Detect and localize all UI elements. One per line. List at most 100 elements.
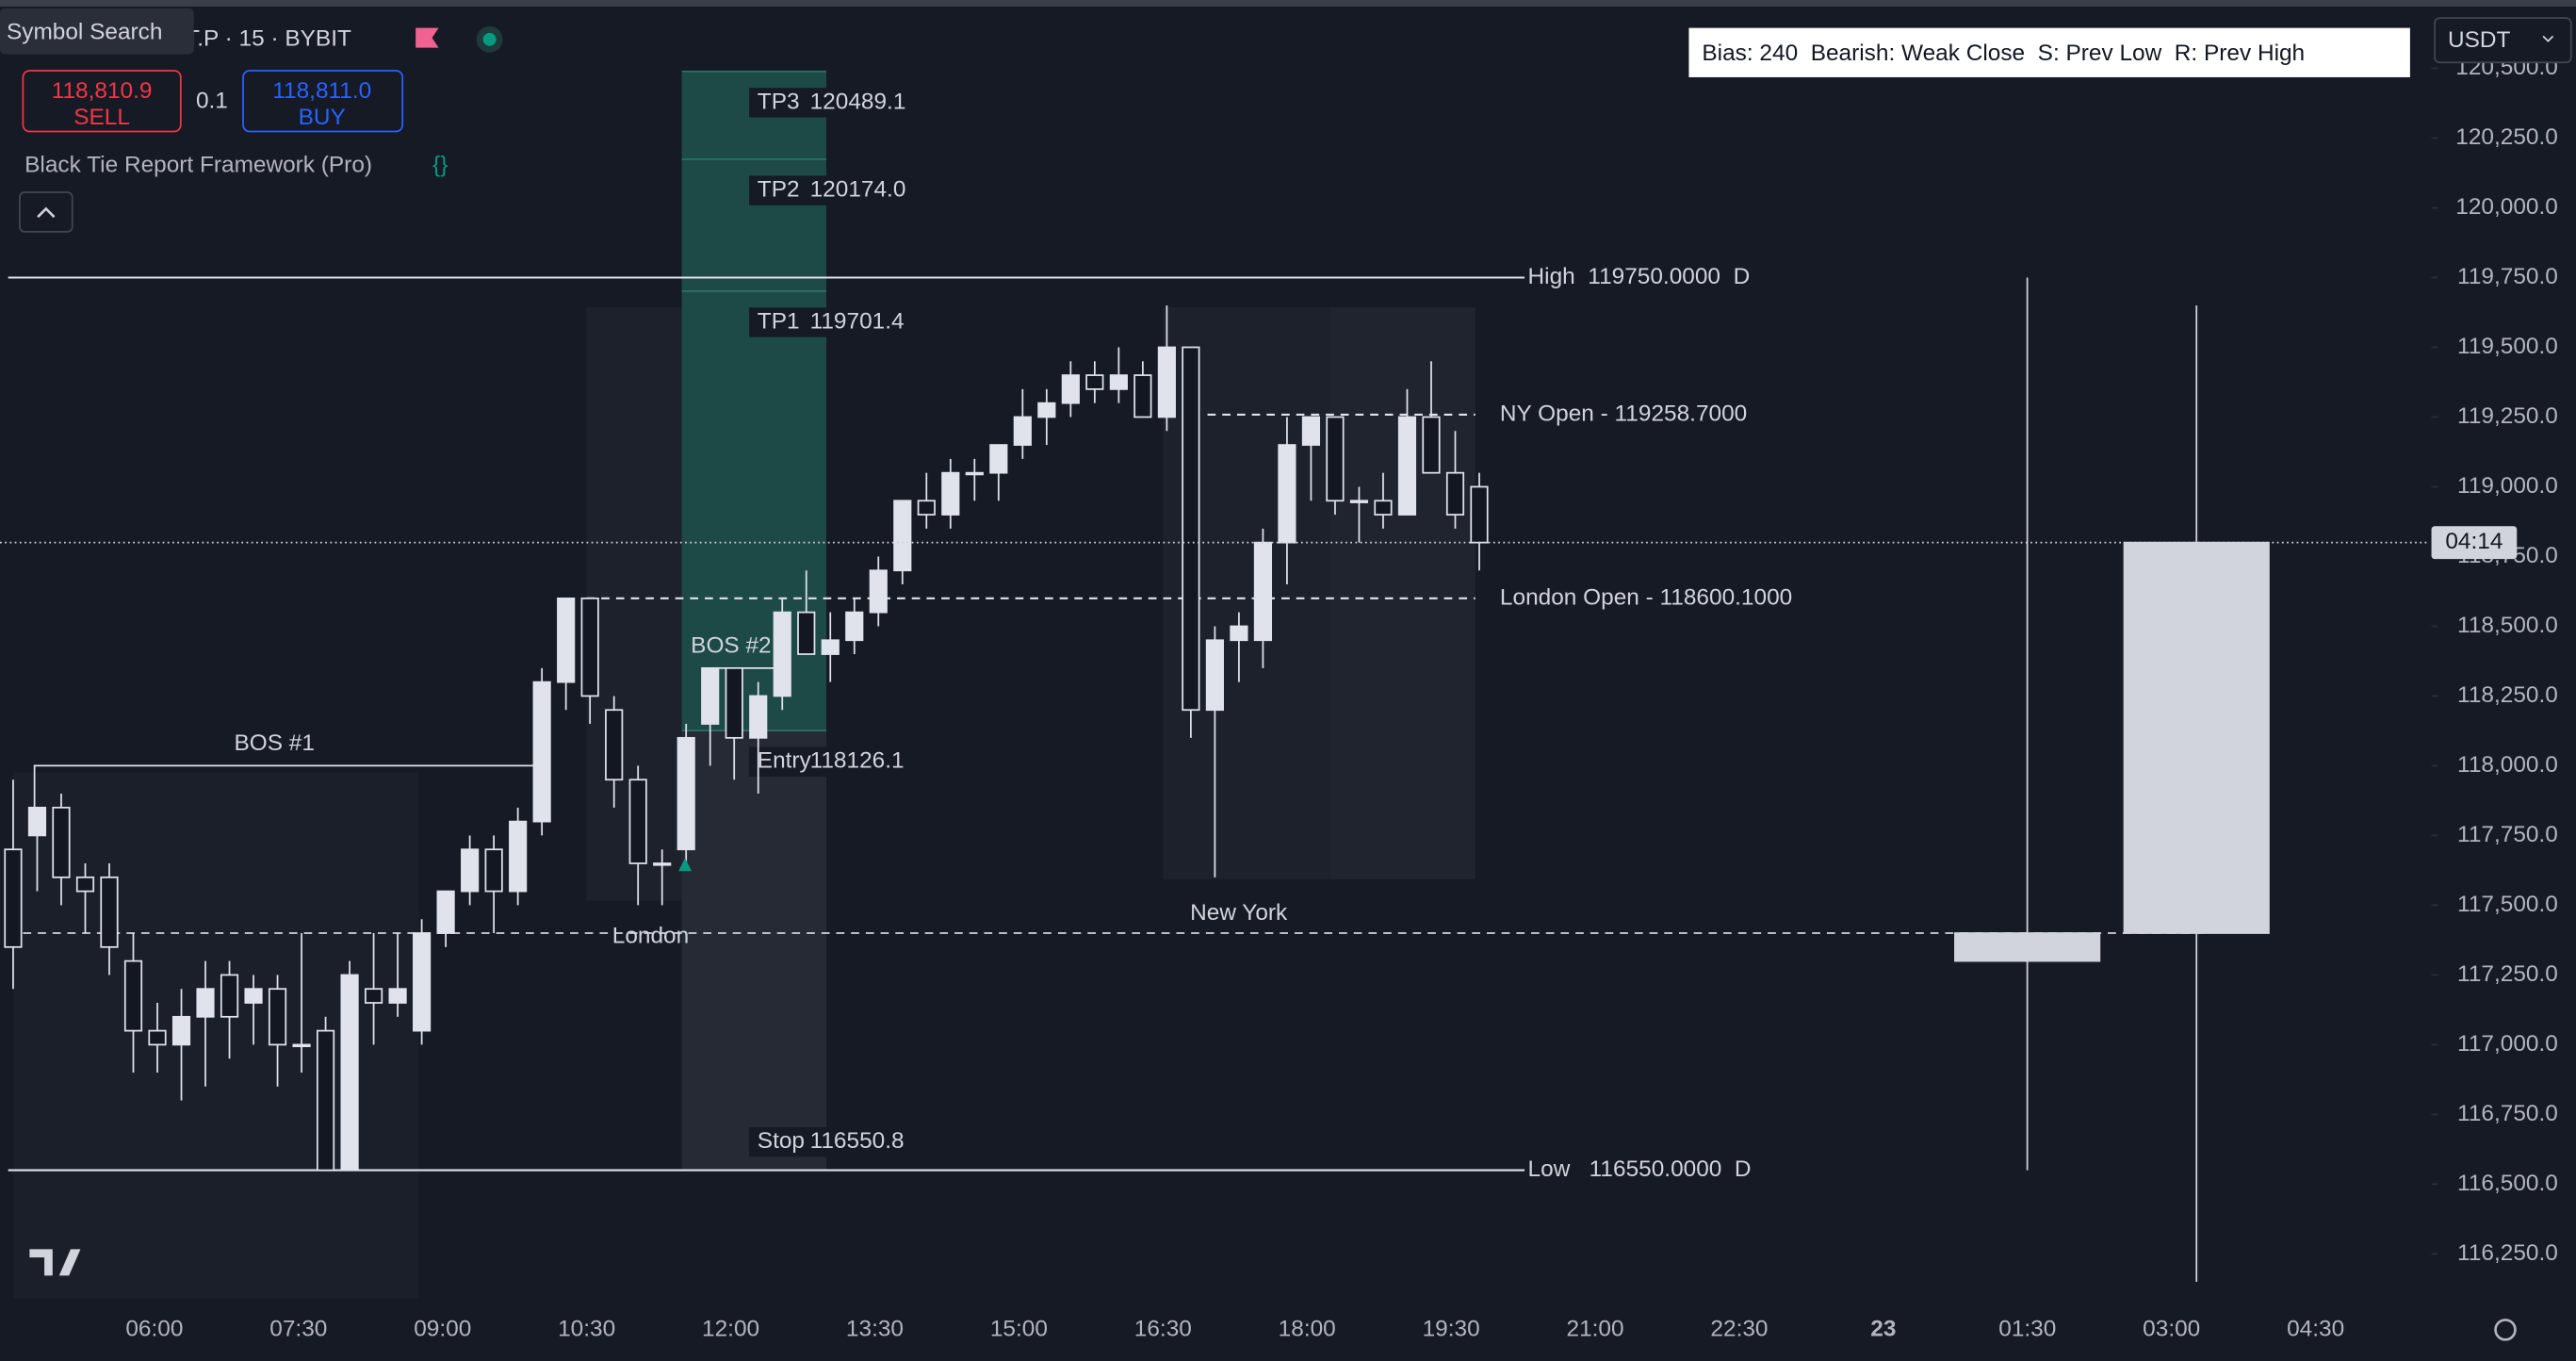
candle-body (1157, 346, 1176, 418)
status-dot (482, 32, 497, 46)
trade-value: 120174.0 (810, 177, 906, 203)
session-box (1330, 307, 1475, 880)
candle-body (1422, 416, 1441, 474)
logo[interactable] (29, 1249, 81, 1276)
level-label: Low 116550.0000 D (1528, 1156, 1752, 1182)
collapse-button[interactable] (19, 191, 73, 233)
candle-body (461, 848, 480, 893)
candle-body (509, 820, 528, 893)
top-border (0, 0, 2576, 7)
candle-body (1397, 416, 1417, 516)
candle-body (1470, 485, 1489, 544)
level-label: London Open - 118600.1000 (1500, 584, 1792, 610)
trade-value: 118126.1 (810, 748, 905, 774)
sell-price: 118,810.9 (52, 78, 153, 104)
x-tick-label: 07:30 (269, 1316, 327, 1341)
y-tick-label: 116,750.0 (2457, 1101, 2558, 1126)
candle-body (941, 471, 960, 516)
y-tick-label: 117,250.0 (2457, 961, 2558, 987)
bos-label: BOS #1 (234, 730, 314, 756)
candle-body (1013, 416, 1032, 446)
candle-body (292, 1043, 311, 1048)
tooltip: Symbol Search (7, 19, 162, 44)
x-tick-label: 23 (1870, 1316, 1896, 1341)
candle-body (532, 680, 551, 823)
y-tick-label: 117,000.0 (2457, 1031, 2558, 1057)
candle-body (845, 611, 864, 642)
x-tick-label: 22:30 (1710, 1316, 1768, 1341)
info-text: Bias: 240 Bearish: Weak Close S: Prev Lo… (1702, 41, 2305, 66)
currency-select[interactable] (2434, 17, 2572, 64)
trade-value: 119701.4 (810, 308, 905, 334)
candle-body (123, 959, 143, 1032)
candle-body (797, 611, 816, 655)
candle-body (749, 695, 768, 739)
tooltip-box (0, 8, 194, 55)
candle-body (628, 779, 647, 864)
x-tick-label: 01:30 (1998, 1316, 2056, 1341)
y-tick-label: 119,000.0 (2457, 473, 2558, 499)
flag-icon[interactable] (416, 27, 439, 48)
y-tick-label: 118,500.0 (2457, 613, 2558, 638)
candle-body (100, 876, 119, 948)
signal-marker (678, 858, 693, 872)
y-tick-label: 120,250.0 (2455, 124, 2558, 150)
x-tick-label: 10:30 (558, 1316, 615, 1341)
trade-label-box (749, 175, 901, 205)
x-tick-label: 06:00 (125, 1316, 183, 1341)
trade-label: Stop (758, 1128, 805, 1154)
quantity[interactable]: 0.1 (196, 89, 228, 114)
candle-body (4, 848, 23, 948)
symbol[interactable]: T.P · 15 · BYBIT (186, 25, 351, 51)
candle-body (965, 471, 984, 476)
currency: USDT (2448, 27, 2511, 53)
y-tick-label: 119,750.0 (2457, 264, 2558, 289)
trade-value: 116550.8 (810, 1128, 905, 1154)
trade-label: Entry (758, 748, 812, 774)
level-label: High 119750.0000 D (1528, 264, 1751, 289)
settings-icon[interactable] (2494, 1319, 2517, 1341)
candle-body (1109, 374, 1128, 390)
y-tick-label: 119,500.0 (2457, 334, 2558, 359)
candle-body (821, 639, 840, 655)
trade-value: 120489.1 (810, 89, 906, 114)
candle-body (605, 709, 624, 781)
bos-label: BOS #2 (691, 633, 771, 659)
candle-body (869, 569, 888, 614)
candle-body (580, 597, 599, 697)
trade-label: TP2 (758, 177, 800, 203)
buy-price: 118,811.0 (272, 78, 371, 104)
x-tick-label: 16:30 (1134, 1316, 1192, 1341)
candle-body (2123, 541, 2270, 934)
indicator-source-icon[interactable]: {} (432, 153, 448, 178)
trade-label-box (749, 746, 901, 777)
y-tick-label: 117,750.0 (2457, 822, 2558, 847)
y-tick-label: 120,000.0 (2455, 194, 2558, 220)
candle-body (148, 1029, 167, 1046)
candle-body (196, 988, 215, 1018)
candle-body (1061, 374, 1080, 404)
buy-button[interactable] (242, 70, 404, 133)
x-tick-label: 19:30 (1423, 1316, 1480, 1341)
y-tick-label: 116,500.0 (2457, 1171, 2558, 1196)
candle-body (677, 736, 695, 851)
x-tick-label: 04:30 (2287, 1316, 2344, 1341)
y-tick-label: 117,500.0 (2457, 892, 2558, 917)
candle-body (27, 806, 47, 837)
candle-body (1230, 625, 1248, 642)
candle-body (52, 806, 71, 878)
candle-body (773, 611, 791, 697)
sell-button[interactable] (22, 70, 182, 133)
candle-body (1133, 374, 1152, 418)
y-tick-label: 118,250.0 (2457, 682, 2558, 708)
session-label: London (612, 924, 689, 949)
trade-label-box (749, 88, 901, 118)
candle-body (75, 876, 95, 893)
trade-label: TP1 (758, 308, 800, 334)
candle-body (1301, 416, 1321, 446)
indicator-name[interactable]: Black Tie Report Framework (Pro) (24, 153, 372, 178)
candle-body (316, 1029, 335, 1172)
y-tick-label: 118,000.0 (2457, 752, 2558, 778)
candle-body (388, 988, 407, 1004)
x-tick-label: 03:00 (2143, 1316, 2200, 1341)
